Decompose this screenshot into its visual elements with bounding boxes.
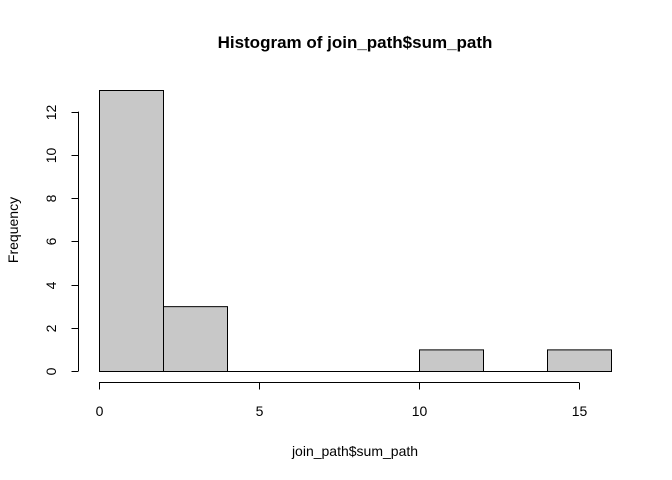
x-axis-label: join_path$sum_path — [291, 443, 418, 459]
histogram-bar — [547, 349, 612, 372]
y-axis-label: Frequency — [5, 197, 21, 263]
y-tick-label: 6 — [43, 237, 59, 245]
y-tick-label: 2 — [43, 324, 59, 332]
y-axis: 0 2 4 6 8 10 12 — [43, 105, 79, 375]
x-tick-label: 0 — [96, 403, 104, 419]
chart-title: Histogram of join_path$sum_path — [218, 33, 493, 52]
histogram-bar — [99, 90, 164, 372]
y-tick-label: 12 — [43, 105, 59, 121]
x-axis: 0 5 10 15 — [96, 382, 588, 419]
x-tick-label: 15 — [572, 403, 588, 419]
y-tick-label: 4 — [43, 281, 59, 289]
y-tick-label: 0 — [43, 367, 59, 375]
y-tick-label: 10 — [43, 148, 59, 164]
histogram-bar — [419, 349, 484, 372]
y-tick-label: 8 — [43, 194, 59, 202]
bars-group — [99, 90, 612, 372]
x-tick-label: 5 — [256, 403, 264, 419]
x-tick-label: 10 — [412, 403, 428, 419]
histogram-bar — [163, 306, 228, 372]
